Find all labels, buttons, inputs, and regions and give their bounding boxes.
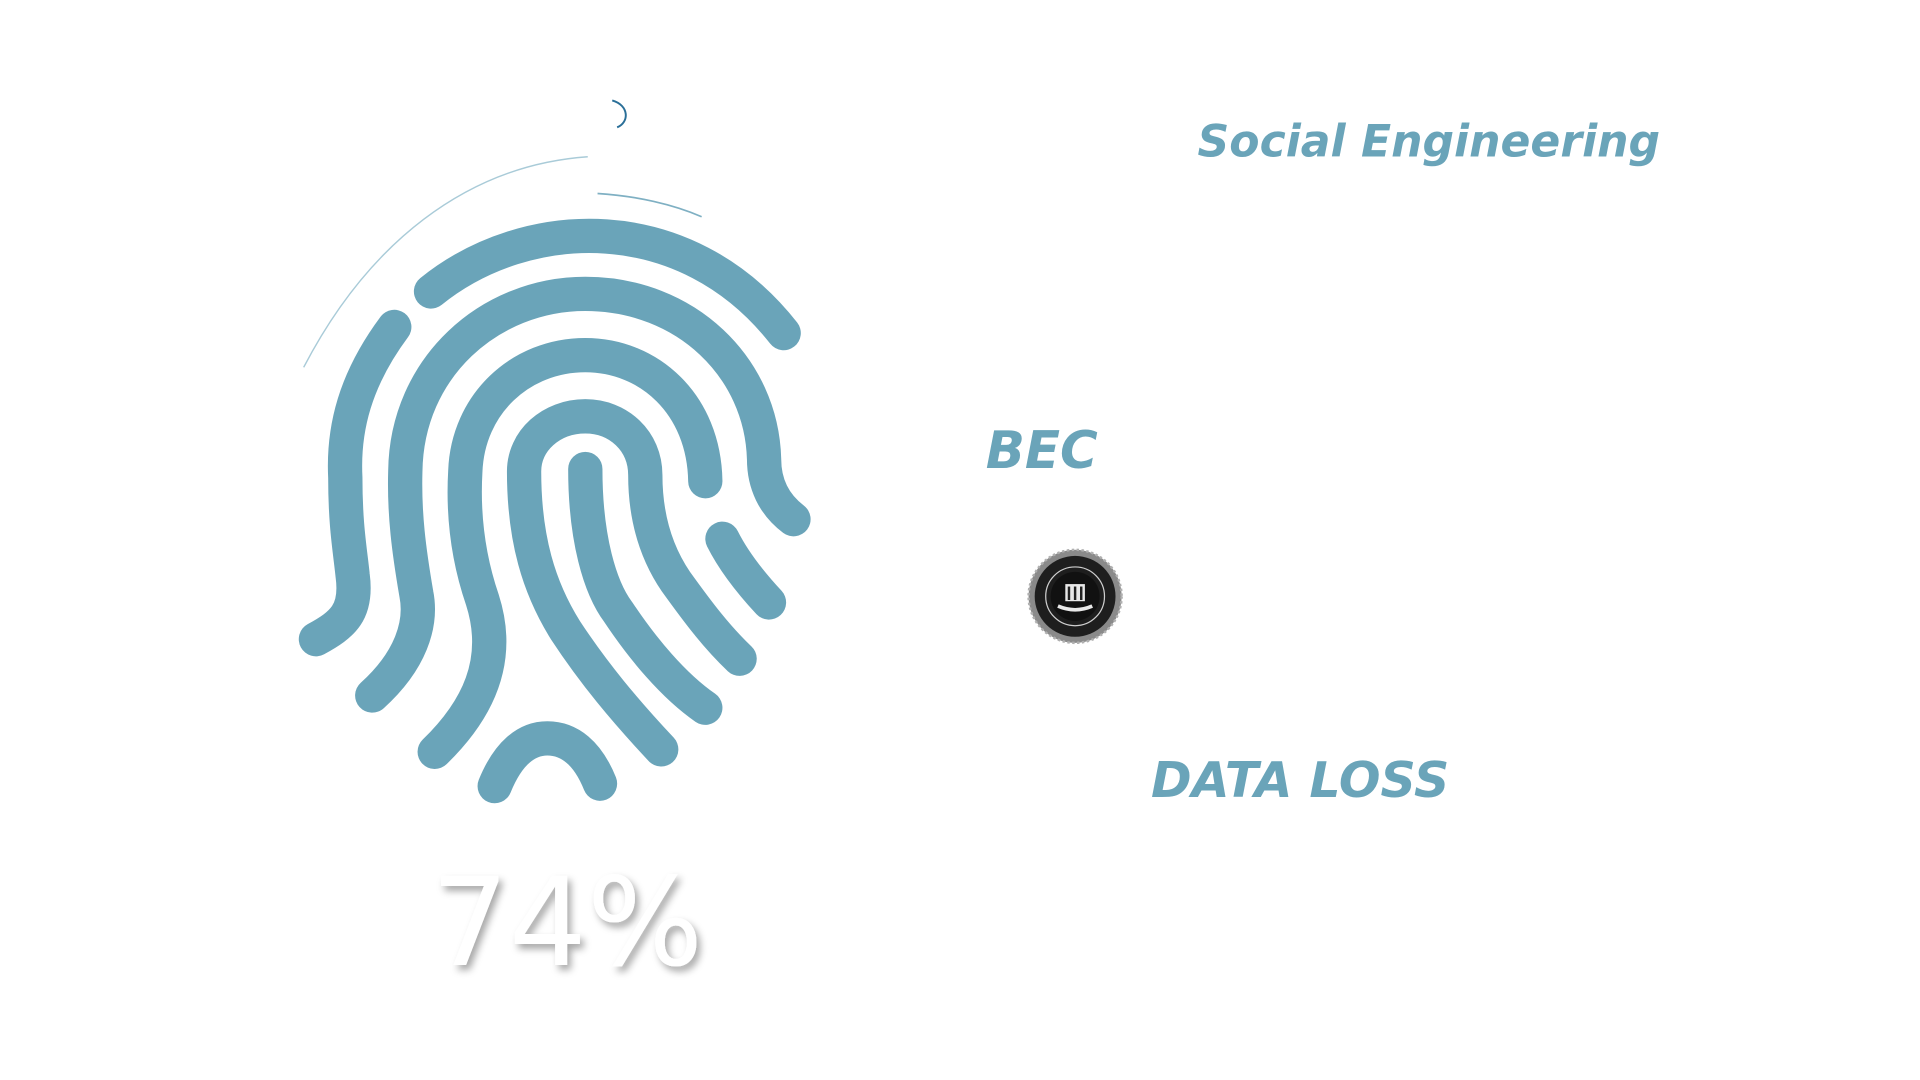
decorative-arcs bbox=[303, 99, 702, 368]
fingerprint-ridge-4 bbox=[417, 337, 723, 769]
fingerprint-ridge-2 bbox=[298, 309, 412, 657]
label-bec: BEC bbox=[986, 421, 1098, 481]
small-arc-mark bbox=[611, 99, 627, 129]
fingerprint-ridge-bottom bbox=[477, 721, 618, 804]
fbi-seal-icon bbox=[1027, 548, 1123, 645]
fingerprint-icon bbox=[298, 218, 811, 804]
fingerprint-ridge-3 bbox=[355, 276, 811, 713]
fingerprint-ridge-core bbox=[568, 451, 723, 725]
inner-thin-arc bbox=[597, 192, 702, 218]
label-data-loss: DATA LOSS bbox=[1151, 752, 1449, 809]
fingerprint-ridge-short bbox=[705, 521, 787, 620]
outer-thin-arc bbox=[303, 156, 588, 368]
fingerprint-ridge-1 bbox=[413, 218, 801, 351]
fingerprint-ridge-5 bbox=[506, 399, 757, 767]
stat-percent: 74% bbox=[431, 851, 703, 994]
label-social-engineering: Social Engineering bbox=[1198, 117, 1661, 168]
